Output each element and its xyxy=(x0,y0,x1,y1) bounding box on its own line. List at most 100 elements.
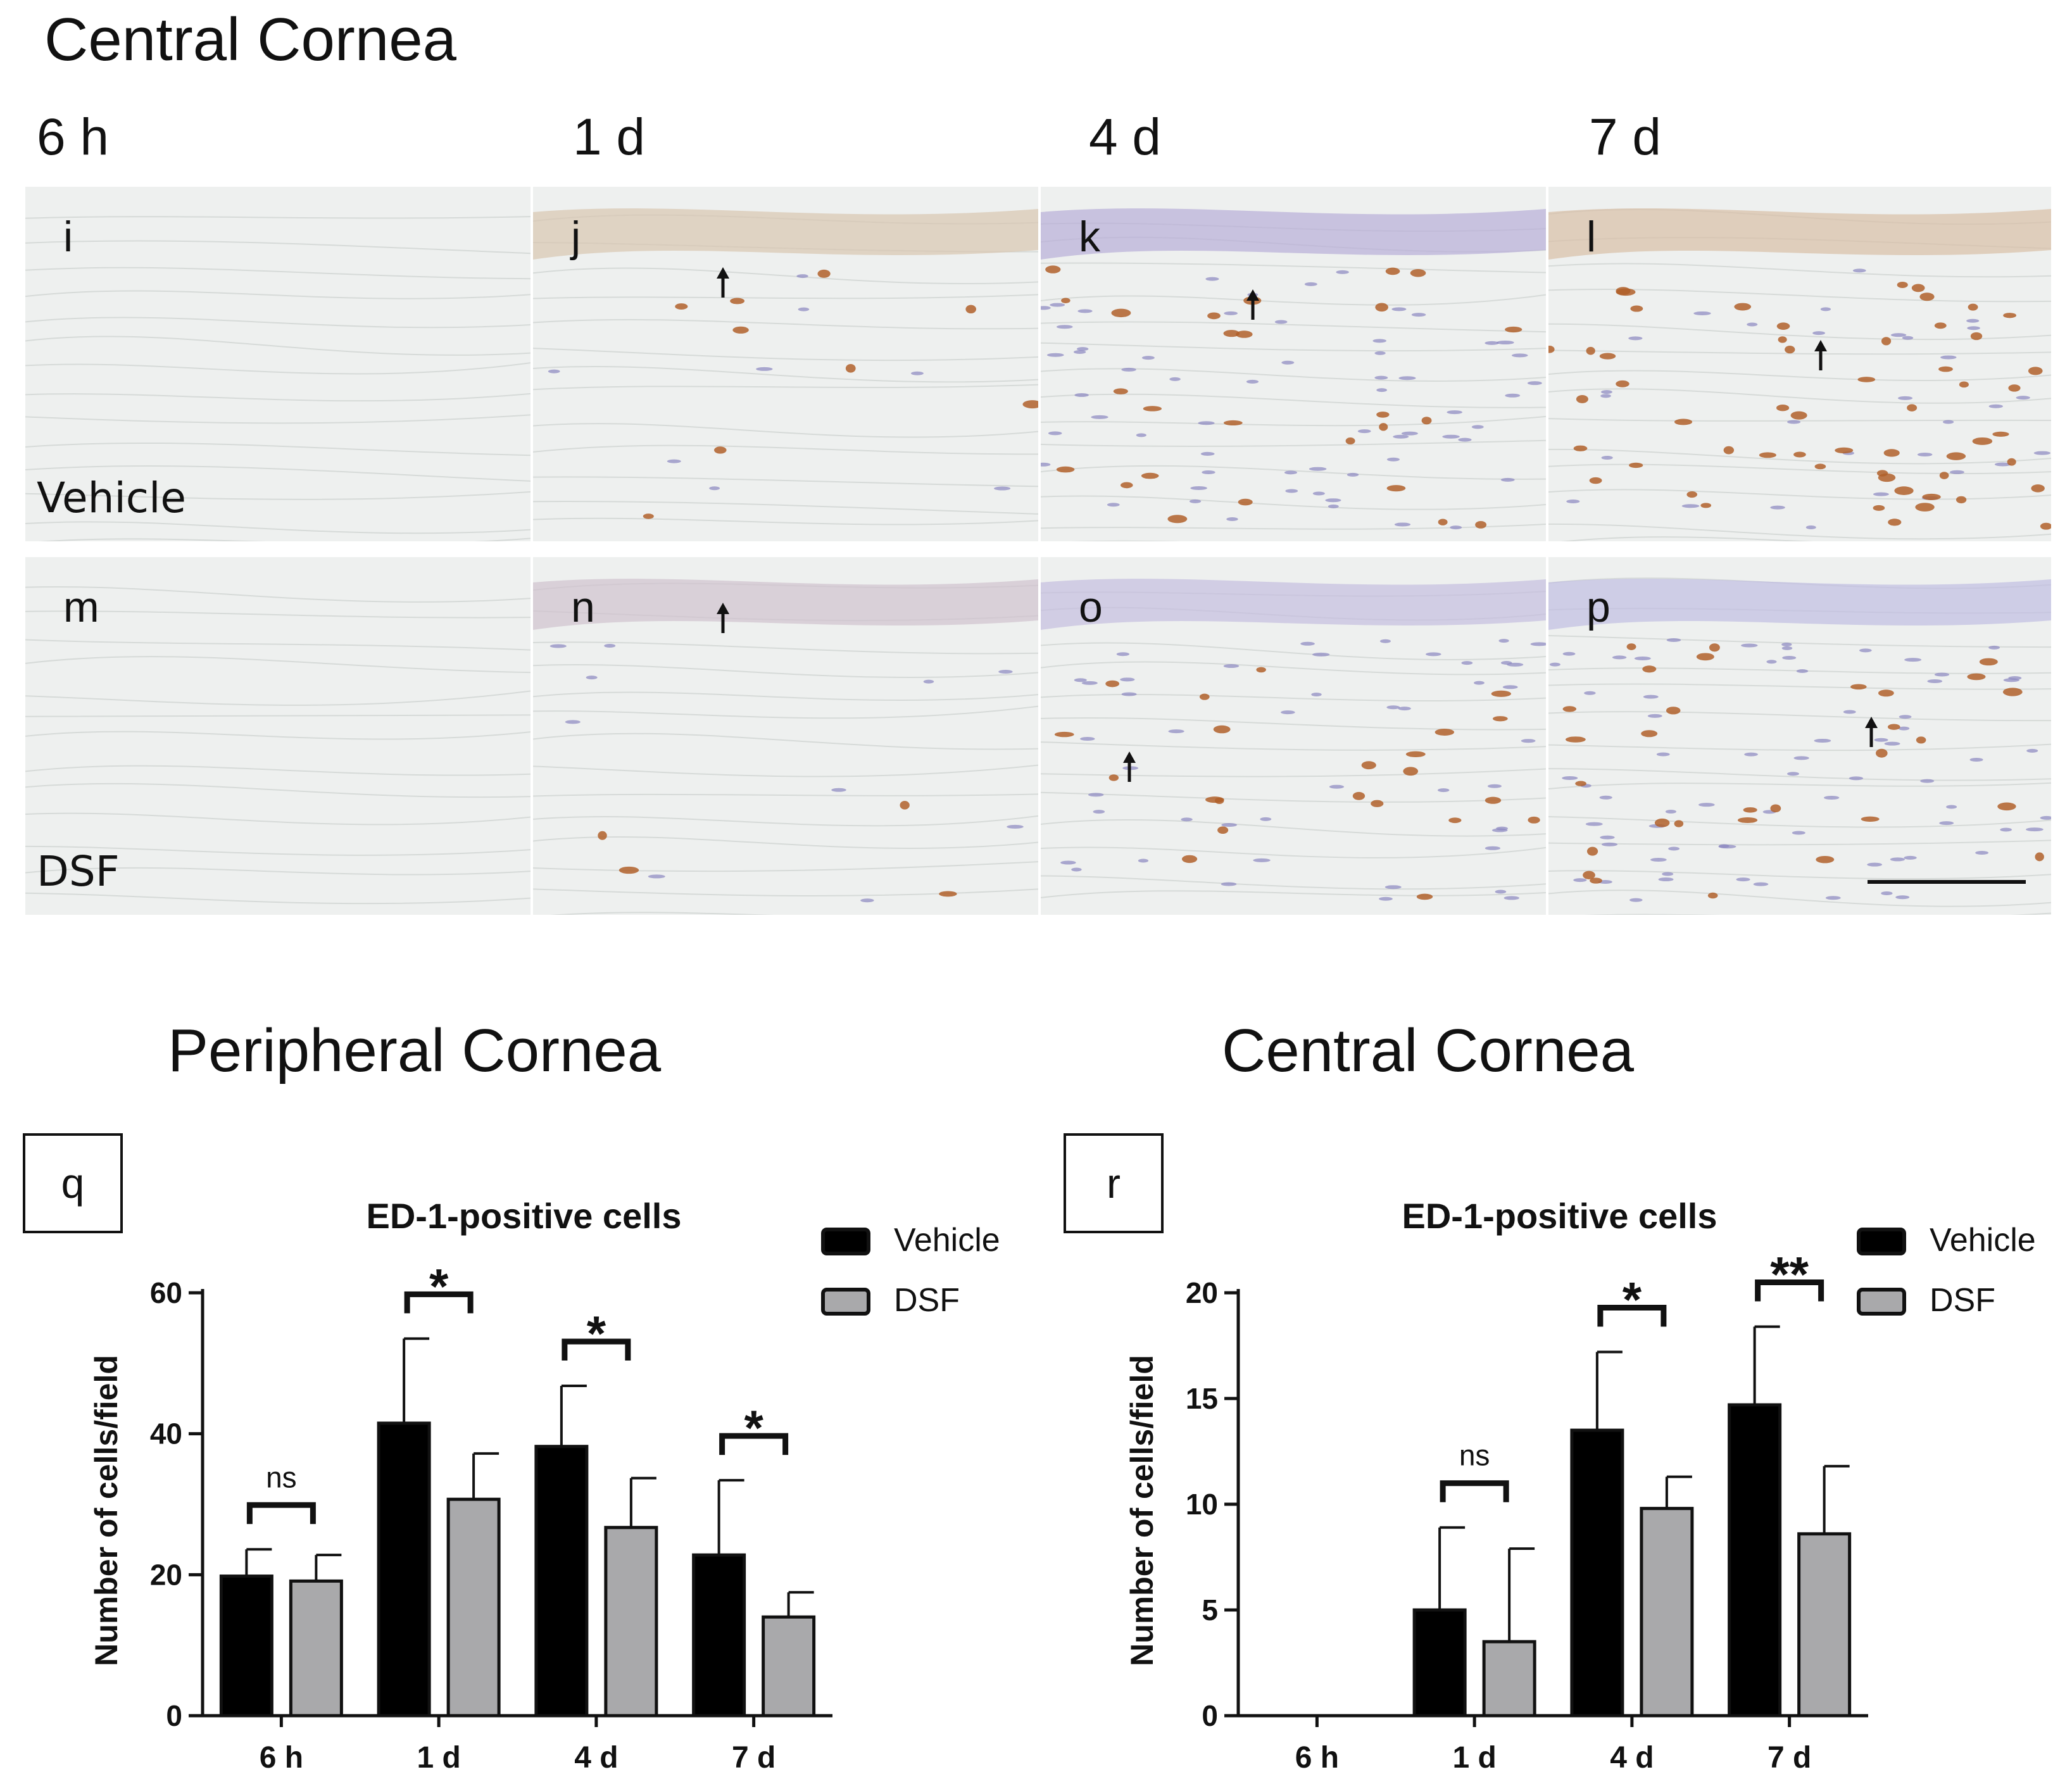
tissue-texture xyxy=(533,579,1038,915)
arrow-icon xyxy=(717,603,729,633)
bar-vehicle-4d xyxy=(1570,1428,1624,1718)
arrow-icon xyxy=(717,267,729,298)
legend-swatch xyxy=(821,1288,870,1316)
chart-central: ED-1-positive cells Number of cells/field… xyxy=(1036,1171,2072,1779)
x-tick-label: 1 d xyxy=(417,1741,460,1775)
tissue-texture xyxy=(25,586,531,905)
time-label-7d: 7 d xyxy=(1589,108,1661,166)
time-label-1d: 1 d xyxy=(573,108,645,166)
bar-vehicle-7d xyxy=(692,1553,746,1718)
panel-letter-j: j xyxy=(571,213,581,261)
panel-letter-k: k xyxy=(1079,213,1100,261)
bar-dsf-4d xyxy=(1640,1507,1694,1718)
bar-dsf-6h xyxy=(289,1579,343,1718)
y-tick-label: 20 xyxy=(1186,1276,1218,1309)
y-axis-label: Number of cells/field xyxy=(89,1355,124,1666)
chart-panel-letter-q: q xyxy=(23,1133,123,1233)
legend-label: DSF xyxy=(1930,1282,1995,1319)
tissue-texture xyxy=(1041,208,1546,541)
legend-swatch xyxy=(1857,1288,1906,1316)
micrograph-dsf-7d: p xyxy=(1548,557,2051,915)
panel-letter-l: l xyxy=(1586,213,1597,261)
x-tick-label: 6 h xyxy=(260,1741,303,1775)
y-tick-label: 5 xyxy=(1202,1594,1218,1626)
micrograph-vehicle-6h: i Vehicle xyxy=(25,187,531,541)
arrow-icon xyxy=(1123,751,1136,782)
bar-vehicle-1d xyxy=(1412,1608,1467,1718)
x-tick-label: 4 d xyxy=(1610,1741,1654,1775)
chart-peripheral: ED-1-positive cells Number of cells/field… xyxy=(0,1171,1036,1779)
micrograph-grid: i Vehicle j k l m DSF n o p xyxy=(25,187,2051,915)
bar-vehicle-1d xyxy=(377,1421,431,1718)
micrograph-dsf-6h: m DSF xyxy=(25,557,531,915)
arrow-icon xyxy=(1814,340,1827,370)
tissue-texture xyxy=(1041,579,1546,901)
micrograph-dsf-1d: n xyxy=(533,557,1038,915)
micrograph-vehicle-4d: k xyxy=(1041,187,1546,541)
y-tick-label: 15 xyxy=(1186,1382,1218,1415)
significance-label: ns xyxy=(266,1461,297,1493)
panel-letter-m: m xyxy=(63,583,99,631)
legend-label: DSF xyxy=(894,1282,960,1319)
tissue-texture xyxy=(1548,208,2051,541)
x-tick-label: 6 h xyxy=(1295,1741,1339,1775)
significance-bracket xyxy=(1755,1279,1824,1302)
bar-dsf-4d xyxy=(604,1526,658,1718)
panel-letter-o: o xyxy=(1079,583,1103,631)
x-tick-label: 1 d xyxy=(1452,1741,1496,1775)
significance-label: ns xyxy=(1459,1439,1490,1472)
arrow-icon xyxy=(1246,289,1259,320)
bar-vehicle-6h xyxy=(219,1575,273,1718)
row-label-vehicle: Vehicle xyxy=(37,474,187,522)
legend-label: Vehicle xyxy=(1930,1222,2036,1259)
bar-vehicle-7d xyxy=(1728,1403,1782,1718)
y-axis-label: Number of cells/field xyxy=(1124,1355,1160,1666)
y-tick-label: 40 xyxy=(150,1418,182,1450)
time-label-6h: 6 h xyxy=(37,108,109,166)
bar-dsf-1d xyxy=(1482,1640,1536,1718)
y-tick-label: 20 xyxy=(150,1558,182,1591)
panel-letter-p: p xyxy=(1586,583,1611,631)
significance-bracket xyxy=(719,1433,789,1455)
x-tick-label: 4 d xyxy=(574,1741,618,1775)
significance-label: * xyxy=(744,1400,763,1455)
legend-swatch xyxy=(1857,1228,1906,1255)
micrograph-vehicle-7d: l xyxy=(1548,187,2051,541)
y-tick-label: 60 xyxy=(150,1276,182,1309)
significance-bracket xyxy=(246,1502,316,1524)
chart-title: ED-1-positive cells xyxy=(1402,1196,1717,1236)
panel-letter-i: i xyxy=(63,213,73,261)
micro-section-title: Central Cornea xyxy=(44,6,456,73)
significance-label: * xyxy=(587,1305,606,1361)
micrograph-dsf-4d: o xyxy=(1041,557,1546,915)
chart-svg: ED-1-positive cells Number of cells/field… xyxy=(89,1196,1000,1775)
x-tick-label: 7 d xyxy=(732,1741,775,1775)
y-tick-label: 10 xyxy=(1186,1488,1218,1521)
chart-title: ED-1-positive cells xyxy=(367,1196,682,1236)
tissue-texture xyxy=(533,208,1038,525)
bar-dsf-7d xyxy=(1797,1532,1852,1718)
chart-section-title-central: Central Cornea xyxy=(1222,1017,1634,1084)
tissue-texture xyxy=(1548,577,2051,915)
chart-section-title-peripheral: Peripheral Cornea xyxy=(168,1017,662,1084)
micrograph-vehicle-1d: j xyxy=(533,187,1038,541)
arrow-icon xyxy=(1865,717,1878,747)
chart-panel-letter-r: r xyxy=(1064,1133,1164,1233)
panel-letter-n: n xyxy=(571,583,595,631)
bar-vehicle-4d xyxy=(534,1445,589,1718)
significance-bracket xyxy=(404,1291,474,1314)
bar-dsf-7d xyxy=(762,1615,816,1718)
y-tick-label: 0 xyxy=(166,1699,182,1732)
chart-svg: ED-1-positive cells Number of cells/field… xyxy=(1124,1196,2036,1775)
legend-swatch xyxy=(821,1228,870,1255)
significance-bracket xyxy=(562,1338,631,1361)
significance-label: * xyxy=(1623,1272,1642,1328)
time-label-4d: 4 d xyxy=(1089,108,1161,166)
significance-bracket xyxy=(1597,1305,1667,1327)
tissue-texture xyxy=(25,216,531,541)
x-tick-label: 7 d xyxy=(1767,1741,1811,1775)
row-label-dsf: DSF xyxy=(37,847,120,896)
significance-bracket xyxy=(1440,1480,1509,1502)
bar-dsf-1d xyxy=(446,1497,501,1718)
significance-label: * xyxy=(429,1258,449,1314)
